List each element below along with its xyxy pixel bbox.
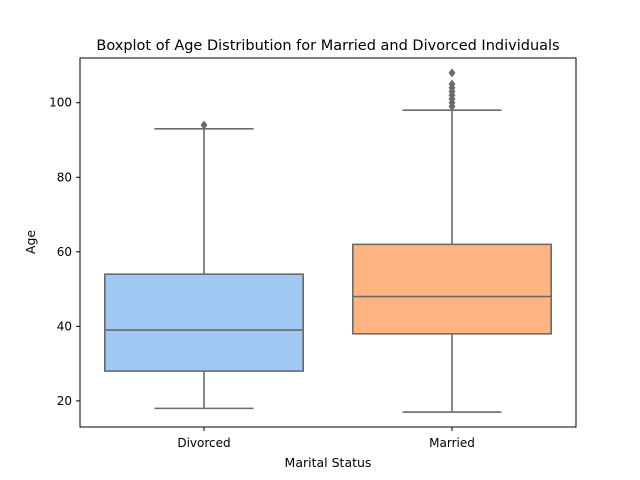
plot-frame — [79, 57, 577, 428]
y-tick-label: 100 — [49, 96, 72, 110]
divorced-outlier-point — [200, 120, 208, 130]
x-axis-label: Marital Status — [285, 455, 372, 470]
y-tick-label: 20 — [57, 394, 72, 408]
divorced-box — [104, 273, 304, 372]
y-tick-label: 60 — [57, 245, 72, 259]
married-outlier-point — [448, 68, 456, 78]
x-axis: Divorced Married — [177, 427, 475, 450]
y-axis-label: Age — [23, 230, 38, 254]
married-outlier-point — [448, 79, 456, 89]
chart-title: Boxplot of Age Distribution for Married … — [96, 38, 559, 54]
y-tick-label: 80 — [57, 170, 72, 184]
married-box — [351, 243, 552, 335]
x-tick-label-divorced: Divorced — [177, 436, 230, 450]
y-axis: 20 40 60 80 100 — [49, 96, 80, 408]
x-tick-label-married: Married — [429, 436, 475, 450]
y-tick-label: 40 — [57, 319, 72, 333]
plot-area — [104, 68, 552, 413]
